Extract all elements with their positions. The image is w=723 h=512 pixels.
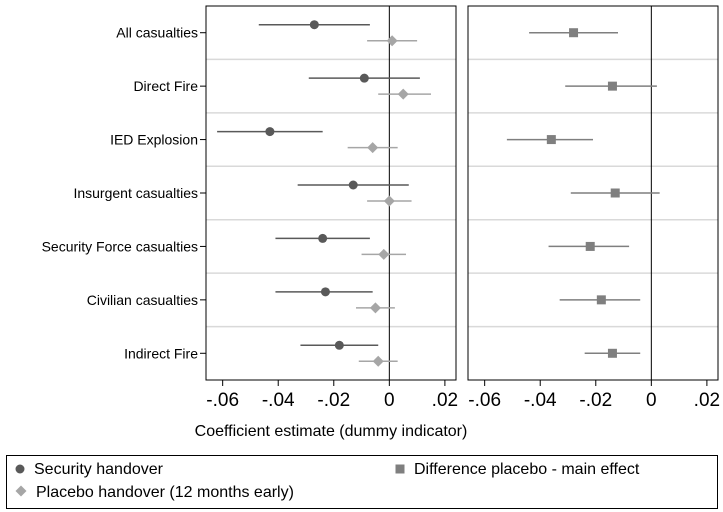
x-tick-label: 0 — [384, 390, 395, 411]
x-tick-label: -.04 — [262, 390, 295, 411]
legend-label: Difference placebo - main effect — [414, 461, 640, 478]
point-estimate — [309, 20, 319, 30]
point-estimate — [596, 295, 606, 305]
x-tick-label: .02 — [432, 390, 458, 411]
y-category-label: Direct Fire — [133, 78, 198, 94]
legend-item-placebo-handover: Placebo handover (12 months early) — [15, 484, 294, 502]
point-estimate — [318, 233, 328, 243]
x-tick-label: -.02 — [579, 390, 612, 411]
point-estimate — [372, 355, 384, 367]
point-estimate — [386, 35, 398, 47]
point-estimate — [397, 88, 409, 100]
x-axis-label: Coefficient estimate (dummy indicator) — [195, 423, 468, 440]
x-tick-label: .02 — [694, 390, 720, 411]
legend-label: Placebo handover (12 months early) — [36, 484, 294, 501]
x-tick-label: 0 — [646, 390, 657, 411]
legend-label: Security handover — [34, 461, 163, 478]
point-estimate — [546, 135, 556, 145]
point-estimate — [383, 195, 395, 207]
diamond-marker-icon — [15, 484, 27, 502]
legend-item-security-handover: Security handover — [15, 461, 163, 479]
point-estimate — [367, 142, 379, 154]
point-estimate — [265, 127, 275, 137]
circle-marker-icon — [15, 461, 25, 479]
y-category-label: Security Force casualties — [42, 238, 198, 254]
plot-frame — [467, 5, 719, 381]
y-category-label: Indirect Fire — [124, 345, 198, 361]
point-estimate — [369, 302, 381, 314]
x-tick-label: -.04 — [524, 390, 557, 411]
y-category-label: IED Explosion — [110, 132, 198, 148]
x-tick-label: -.06 — [206, 390, 239, 411]
legend: Security handover Difference placebo - m… — [6, 455, 718, 509]
y-category-label: Insurgent casualties — [73, 185, 198, 201]
x-tick-label: -.02 — [317, 390, 350, 411]
x-tick-label: -.06 — [468, 390, 501, 411]
square-marker-icon — [395, 461, 405, 479]
point-estimate — [585, 241, 595, 251]
point-estimate — [378, 248, 390, 260]
point-estimate — [334, 340, 344, 350]
point-estimate — [320, 287, 330, 297]
point-estimate — [610, 188, 620, 198]
point-estimate — [359, 73, 369, 83]
plot-frame — [205, 5, 457, 381]
y-category-label: All casualties — [116, 25, 198, 41]
point-estimate — [348, 180, 358, 190]
coefficient-plot: -.06 -.04 -.02 0 .02 All casualties Direct Fir… — [42, 5, 720, 440]
point-estimate — [569, 28, 579, 38]
y-category-label: Civilian casualties — [87, 292, 198, 308]
point-estimate — [607, 81, 617, 91]
point-estimate — [607, 348, 617, 358]
legend-item-difference: Difference placebo - main effect — [395, 461, 639, 479]
